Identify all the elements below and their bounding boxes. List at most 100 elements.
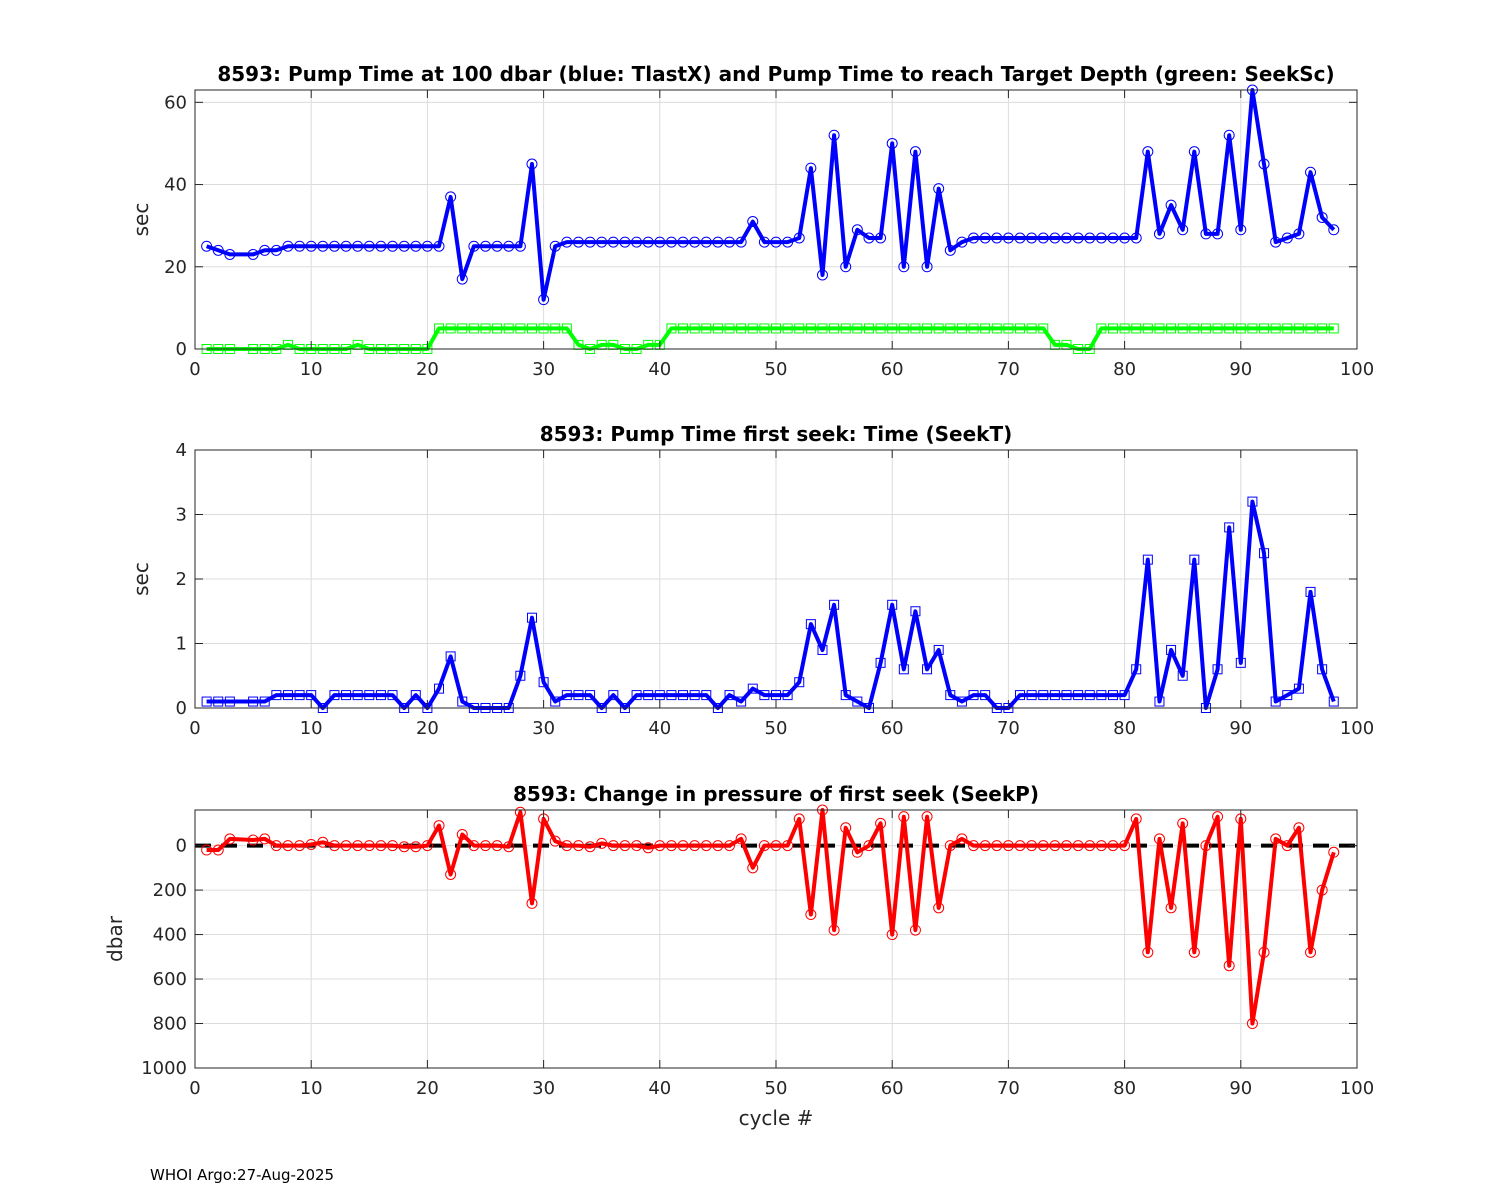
data-point — [758, 840, 770, 852]
data-point — [363, 840, 375, 852]
data-point — [979, 840, 991, 852]
data-point — [247, 834, 259, 846]
data-point — [759, 690, 770, 701]
data-point — [1026, 840, 1038, 852]
data-point — [421, 840, 433, 852]
data-point — [340, 240, 352, 252]
data-point — [840, 822, 852, 834]
chart-panel-3: 0 10 20 30 40 50 60 70 80 90 100020040060080010008… — [103, 782, 1374, 1130]
data-point — [387, 840, 399, 852]
data-point — [724, 840, 736, 852]
data-point — [933, 902, 945, 914]
data-point — [294, 690, 305, 701]
data-point — [980, 323, 991, 334]
data-point — [433, 820, 445, 832]
data-point — [259, 833, 271, 845]
data-point — [898, 664, 909, 675]
y-tick-label: 0 — [176, 836, 187, 857]
data-point — [259, 244, 271, 256]
data-point — [945, 690, 956, 701]
x-tick-label: 10 — [300, 1078, 323, 1099]
data-point — [886, 137, 898, 149]
y-tick-label: 0 — [176, 339, 187, 360]
data-point — [701, 690, 712, 701]
y-tick-label: 200 — [153, 880, 187, 901]
data-point — [1293, 683, 1304, 694]
data-point — [829, 599, 840, 610]
data-point — [770, 840, 782, 852]
data-point — [771, 323, 781, 334]
data-point — [1038, 323, 1049, 334]
data-point — [956, 323, 967, 334]
data-point — [1247, 496, 1258, 507]
data-point — [398, 240, 410, 252]
data-point — [1002, 840, 1014, 852]
data-point — [1305, 166, 1317, 178]
x-axis-label: cycle # — [739, 1106, 814, 1130]
y-axis-label: sec — [129, 562, 153, 596]
data-point — [922, 323, 933, 334]
data-point — [608, 690, 619, 701]
data-point — [1037, 840, 1049, 852]
data-point — [1130, 813, 1142, 825]
x-tick-label: 90 — [1229, 359, 1252, 380]
data-point — [352, 690, 363, 701]
data-point — [1072, 840, 1084, 852]
data-point — [561, 690, 572, 701]
data-point — [1107, 232, 1119, 244]
data-point — [480, 323, 491, 334]
data-point — [410, 690, 421, 701]
x-tick-label: 30 — [532, 359, 555, 380]
data-point — [1142, 554, 1153, 565]
data-point — [201, 240, 213, 252]
data-point — [492, 323, 503, 334]
data-point — [1317, 664, 1328, 675]
data-point — [1235, 224, 1247, 236]
series-SeekP — [201, 804, 1340, 1030]
data-point — [1316, 884, 1328, 896]
x-tick-label: 50 — [765, 718, 788, 739]
data-point — [747, 216, 759, 228]
data-point — [1002, 232, 1014, 244]
data-point — [1293, 323, 1304, 334]
data-point — [538, 294, 550, 306]
data-point — [747, 323, 758, 334]
data-point — [1328, 696, 1339, 707]
x-tick-label: 50 — [765, 1078, 788, 1099]
data-point — [678, 323, 689, 334]
data-point — [654, 236, 666, 248]
data-point — [735, 236, 747, 248]
data-point — [909, 924, 921, 936]
data-point — [596, 837, 608, 849]
data-point — [794, 323, 805, 334]
y-tick-label: 1000 — [141, 1058, 187, 1079]
data-point — [387, 240, 399, 252]
data-point — [607, 840, 619, 852]
data-point — [1235, 323, 1246, 334]
data-point — [1212, 228, 1224, 240]
data-point — [782, 236, 794, 248]
data-point — [1049, 690, 1060, 701]
data-point — [1200, 323, 1211, 334]
data-point — [282, 240, 294, 252]
data-point — [398, 841, 410, 853]
data-point — [642, 236, 654, 248]
data-point — [317, 836, 329, 848]
data-point — [1095, 232, 1107, 244]
data-point — [1328, 224, 1340, 236]
data-point — [886, 929, 898, 941]
data-point — [282, 690, 293, 701]
data-point — [689, 323, 700, 334]
data-point — [550, 696, 561, 707]
data-point — [1026, 690, 1037, 701]
data-point — [212, 844, 224, 856]
data-point — [259, 696, 270, 707]
data-point — [584, 236, 596, 248]
data-point — [584, 841, 596, 853]
data-point — [363, 240, 375, 252]
data-point — [1223, 960, 1235, 972]
data-point — [1246, 1018, 1258, 1030]
data-point — [1258, 946, 1270, 958]
data-point — [735, 833, 747, 845]
data-point — [840, 261, 852, 273]
